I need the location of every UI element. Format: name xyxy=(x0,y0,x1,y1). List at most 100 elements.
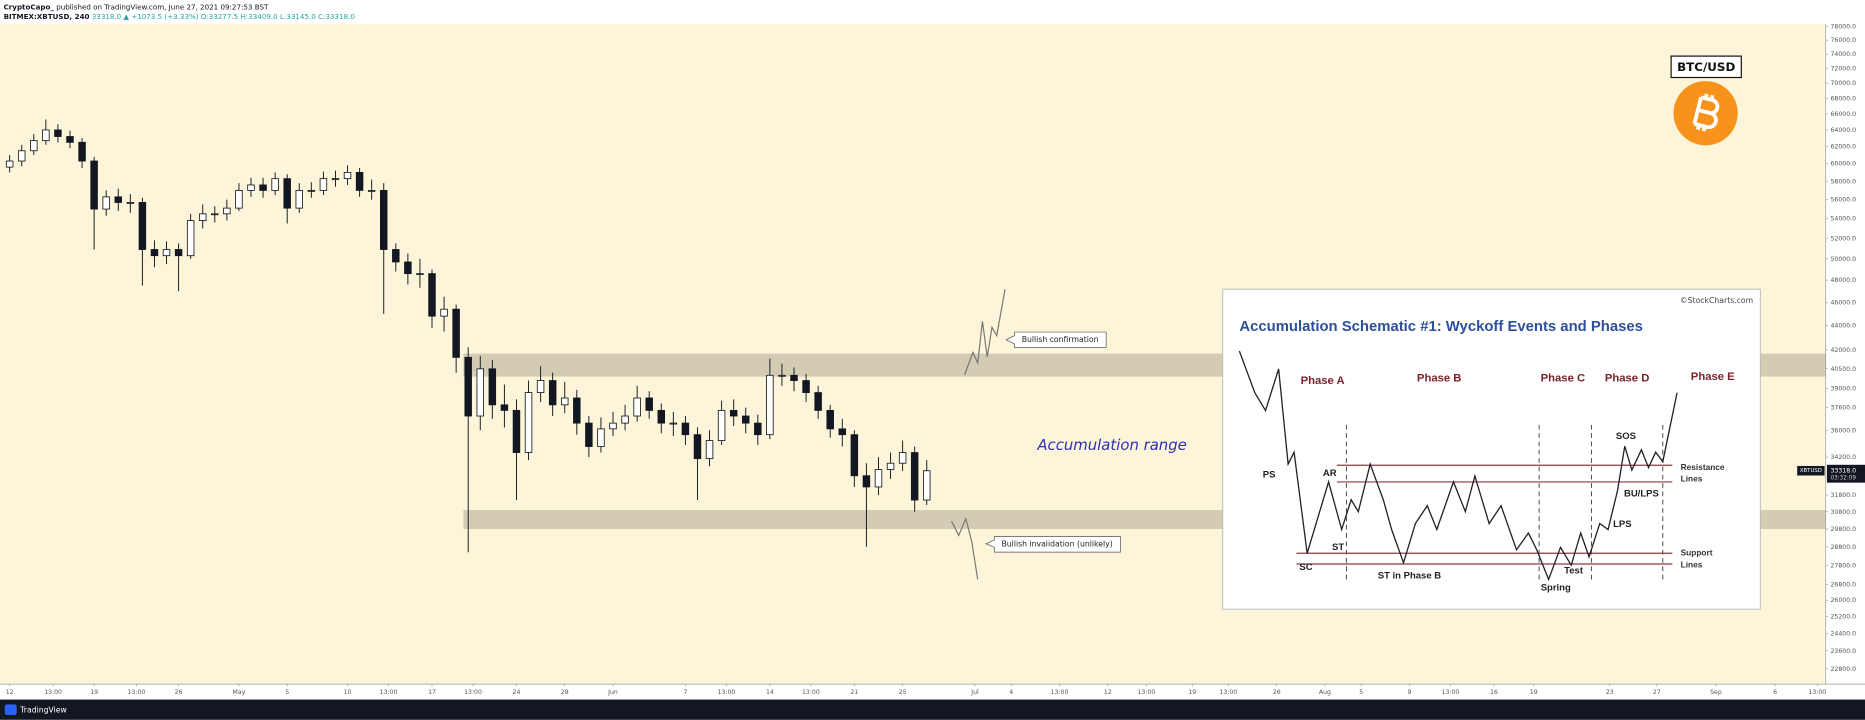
y-tick-label: 42000.0 xyxy=(1831,347,1857,354)
candle-body xyxy=(826,409,834,430)
candle-body xyxy=(355,171,364,191)
candle-body xyxy=(766,374,774,436)
x-tick-label: 13:00 xyxy=(1137,689,1155,696)
candle-body xyxy=(90,160,98,210)
author: CryptoCapo_ xyxy=(4,2,55,11)
bitcoin-logo xyxy=(1673,81,1738,146)
x-tick-label: 13:00 xyxy=(127,689,145,696)
ohlc-close: C:33318.0 xyxy=(318,12,355,21)
badge-box xyxy=(1670,55,1742,79)
candle-body xyxy=(886,462,895,470)
x-tick-label: 14 xyxy=(766,689,774,696)
event: AR xyxy=(1323,468,1337,479)
y-tick-label: 52000.0 xyxy=(1831,235,1857,242)
x-tick-label: 19 xyxy=(1188,689,1196,696)
level-label: Resistance xyxy=(1681,462,1725,472)
range-label: Accumulation range xyxy=(1036,436,1186,454)
level-lines xyxy=(1296,464,1673,565)
callout-text: Bullish invalidation (unlikely) xyxy=(1001,539,1112,548)
x-tick-label: Jun xyxy=(607,689,618,696)
footer-bar xyxy=(0,699,1865,720)
y-tick-label: 58000.0 xyxy=(1831,178,1857,185)
candle-body xyxy=(295,189,303,209)
y-tick-label: 40500.0 xyxy=(1831,366,1857,373)
y-tick-label: 72000.0 xyxy=(1831,65,1857,72)
phase: Phase C xyxy=(1541,372,1586,384)
candle-body xyxy=(198,213,207,221)
change: 33318.0 ▲ +1073.5 (+3.33%) xyxy=(92,12,199,21)
x-tick-label: 13:00 xyxy=(1442,689,1460,696)
y-tick-label: 37600.0 xyxy=(1831,405,1857,412)
x-tick-label: 9 xyxy=(1407,689,1411,696)
inset-credit: ©StockCharts.com xyxy=(1680,296,1753,305)
candle-body xyxy=(681,422,690,436)
candle-body xyxy=(211,213,219,216)
candle-body xyxy=(223,207,231,215)
candle-body xyxy=(693,434,702,460)
event: PS xyxy=(1263,469,1276,480)
callout-text: Bullish confirmation xyxy=(1022,335,1099,344)
candle-body xyxy=(150,249,159,257)
candle-body xyxy=(186,220,195,257)
level-label: Support xyxy=(1681,547,1713,557)
y-tick-label: 26800.0 xyxy=(1831,581,1857,588)
level-label: Lines xyxy=(1681,474,1703,484)
x-tick-label: 24 xyxy=(513,689,521,696)
y-tick-label: 29800.0 xyxy=(1831,526,1857,533)
y-tick-label: 68000.0 xyxy=(1831,95,1857,102)
candle-body xyxy=(17,150,26,162)
candle-body xyxy=(621,415,629,424)
candle-body xyxy=(548,380,557,406)
candle-body xyxy=(838,428,847,436)
phase: Phase E xyxy=(1691,371,1735,383)
candle-body xyxy=(42,129,50,142)
header-line-2: BITMEX:XBTUSD, 240 33318.0 ▲ +1073.5 (+3… xyxy=(4,12,356,21)
candle-body xyxy=(500,404,509,411)
x-tick-label: 6 xyxy=(1773,689,1777,696)
x-tick-label: 13:00 xyxy=(44,689,62,696)
event: Spring xyxy=(1541,582,1571,593)
x-tick-label: 23 xyxy=(1606,689,1614,696)
candle-body xyxy=(392,249,400,263)
price-tag-symbol-box xyxy=(1797,465,1825,476)
candle-body xyxy=(645,397,653,411)
candle-body xyxy=(319,178,328,191)
candle-body xyxy=(379,189,388,250)
event: LPS xyxy=(1613,519,1631,530)
price-tag-box xyxy=(1826,464,1865,483)
y-tick-label: 76000.0 xyxy=(1831,37,1857,44)
y-tick-label: 22800.0 xyxy=(1831,666,1857,673)
candle-body xyxy=(790,374,798,381)
phase: Phase B xyxy=(1417,372,1462,384)
candle-body xyxy=(367,189,376,192)
y-tick-label: 34200.0 xyxy=(1831,454,1857,461)
x-tick-label: 12 xyxy=(1104,689,1112,696)
x-tick-label: Sep xyxy=(1710,689,1722,696)
y-tick-label: 46000.0 xyxy=(1831,299,1857,306)
y-tick-label: 54000.0 xyxy=(1831,216,1857,223)
y-tick-label: 30800.0 xyxy=(1831,509,1857,516)
x-tick-label: 13:00 xyxy=(802,689,820,696)
x-tick-label: May xyxy=(233,689,246,696)
candle-body xyxy=(874,469,883,488)
candle-body xyxy=(561,397,569,406)
x-tick-label: 19 xyxy=(90,689,98,696)
candle-body xyxy=(162,249,171,257)
x-tick-label: 5 xyxy=(1359,689,1363,696)
candle-body xyxy=(862,475,871,488)
candle-body xyxy=(923,470,931,501)
level-label: Lines xyxy=(1681,559,1703,569)
inset-title: Accumulation Schematic #1: Wyckoff Event… xyxy=(1239,319,1643,335)
projection-down xyxy=(950,516,979,580)
candle-body xyxy=(343,171,352,180)
candle-body xyxy=(452,308,460,358)
y-tick-label: 60000.0 xyxy=(1831,161,1857,168)
x-tick-label: 10 xyxy=(344,689,352,696)
candle-body xyxy=(573,397,581,424)
candle-body xyxy=(5,160,14,168)
y-tick-label: 23600.0 xyxy=(1831,648,1857,655)
symbol: BITMEX:XBTUSD, 240 xyxy=(4,12,90,21)
candle-body xyxy=(754,422,762,436)
x-tick-label: 4 xyxy=(1009,689,1013,696)
x-tick-label: 26 xyxy=(1273,689,1281,696)
